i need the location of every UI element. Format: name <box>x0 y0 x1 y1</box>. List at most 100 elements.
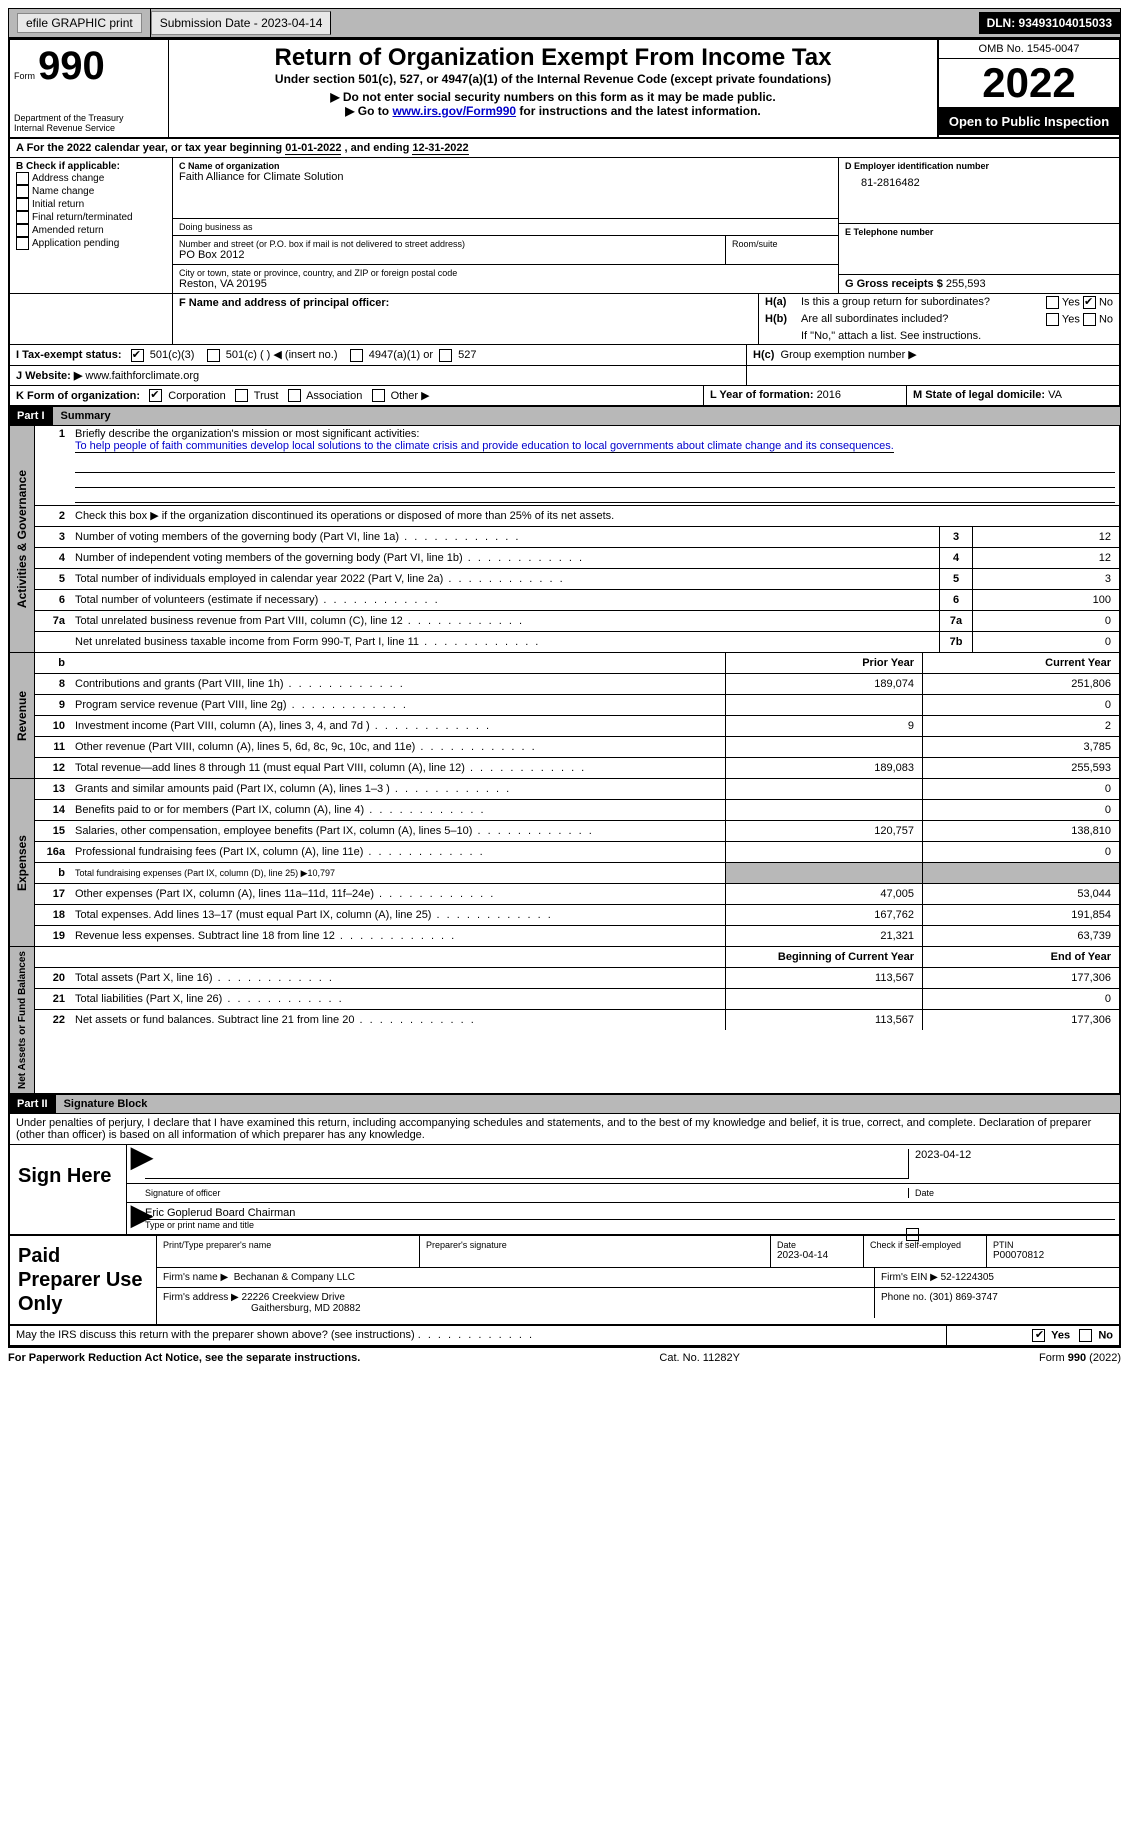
checkbox-address-change[interactable] <box>16 172 29 185</box>
sign-section: Sign Here ▶ 2023-04-12 Signature of offi… <box>8 1145 1121 1236</box>
form-label: Form <box>14 71 35 81</box>
form-header: Form 990 Department of the Treasury Inte… <box>8 38 1121 139</box>
summary-line: bTotal fundraising expenses (Part IX, co… <box>35 863 1119 884</box>
discuss-label: May the IRS discuss this return with the… <box>16 1329 415 1341</box>
discuss-row: May the IRS discuss this return with the… <box>8 1326 1121 1346</box>
officer-label: F Name and address of principal officer: <box>179 297 389 309</box>
box-b: B Check if applicable: Address change Na… <box>10 158 173 293</box>
checkbox-ha-yes[interactable] <box>1046 296 1059 309</box>
prep-name-label: Print/Type preparer's name <box>163 1240 413 1250</box>
end-year-header: End of Year <box>922 947 1119 967</box>
prior-year-header: Prior Year <box>725 653 922 673</box>
sig-officer-label: Signature of officer <box>145 1188 908 1198</box>
checkbox-4947[interactable] <box>350 349 363 362</box>
no-label-2: No <box>1099 313 1113 325</box>
checkbox-amended[interactable] <box>16 224 29 237</box>
checkbox-501c3[interactable] <box>131 349 144 362</box>
firm-addr1: 22226 Creekview Drive <box>242 1292 345 1303</box>
gross-receipts-label: G Gross receipts $ <box>845 278 946 290</box>
period-begin: 01-01-2022 <box>285 142 341 155</box>
netassets-section: Net Assets or Fund Balances Beginning of… <box>8 947 1121 1094</box>
opt-4947: 4947(a)(1) or <box>369 349 433 361</box>
hb-label: Are all subordinates included? <box>801 313 1046 326</box>
checkbox-501c[interactable] <box>207 349 220 362</box>
preparer-label: Paid Preparer Use Only <box>10 1236 157 1324</box>
hc-label: Group exemption number ▶ <box>781 349 917 361</box>
efile-print-button[interactable]: efile GRAPHIC print <box>17 13 142 33</box>
revenue-label: Revenue <box>13 687 31 745</box>
no-label-3: No <box>1098 1330 1113 1342</box>
opt-initial-return: Initial return <box>32 199 84 210</box>
preparer-section: Paid Preparer Use Only Print/Type prepar… <box>8 1236 1121 1326</box>
note-ssn: ▶ Do not enter social security numbers o… <box>173 90 933 104</box>
form-number: 990 <box>38 44 105 88</box>
checkbox-hb-no[interactable] <box>1083 313 1096 326</box>
instructions-link[interactable]: www.irs.gov/Form990 <box>392 104 516 118</box>
checkbox-corp[interactable] <box>149 389 162 402</box>
klm-row: K Form of organization: Corporation Trus… <box>8 386 1121 407</box>
self-employed-label: Check if self-employed <box>870 1240 980 1250</box>
part1-num: Part I <box>9 407 53 425</box>
opt-pending: Application pending <box>32 238 119 249</box>
box-deg: D Employer identification number 81-2816… <box>839 158 1119 293</box>
expenses-section: Expenses 13Grants and similar amounts pa… <box>8 779 1121 947</box>
checkbox-name-change[interactable] <box>16 185 29 198</box>
checkbox-final-return[interactable] <box>16 211 29 224</box>
checkbox-trust[interactable] <box>235 389 248 402</box>
note-goto-post: for instructions and the latest informat… <box>516 104 761 118</box>
period-mid: , and ending <box>345 142 413 154</box>
checkbox-hb-yes[interactable] <box>1046 313 1059 326</box>
checkbox-discuss-yes[interactable] <box>1032 1329 1045 1342</box>
summary-line: 7aTotal unrelated business revenue from … <box>35 611 1119 632</box>
tax-year: 2022 <box>939 59 1119 108</box>
no-label: No <box>1099 296 1113 308</box>
dba-label: Doing business as <box>179 222 832 232</box>
firm-phone: (301) 869-3747 <box>929 1292 997 1303</box>
checkbox-other[interactable] <box>372 389 385 402</box>
prep-date-label: Date <box>777 1240 857 1250</box>
checkbox-ha-no[interactable] <box>1083 296 1096 309</box>
firm-ein-label: Firm's EIN ▶ <box>881 1272 938 1283</box>
domicile-label: M State of legal domicile: <box>913 389 1048 401</box>
begin-year-header: Beginning of Current Year <box>725 947 922 967</box>
part2-header: Part II Signature Block <box>8 1094 1121 1114</box>
mission-label: Briefly describe the organization's miss… <box>75 428 419 440</box>
officer-name-label: Type or print name and title <box>145 1220 1115 1230</box>
checkbox-assoc[interactable] <box>288 389 301 402</box>
submission-date: Submission Date - 2023-04-14 <box>151 11 332 35</box>
part1-header: Part I Summary <box>8 406 1121 426</box>
firm-name-label: Firm's name ▶ <box>163 1272 228 1283</box>
checkbox-self-employed[interactable] <box>906 1228 919 1241</box>
checkbox-initial-return[interactable] <box>16 198 29 211</box>
checkbox-527[interactable] <box>439 349 452 362</box>
box-b-title: B Check if applicable: <box>16 161 166 172</box>
top-bar: efile GRAPHIC print Submission Date - 20… <box>8 8 1121 38</box>
form-title: Return of Organization Exempt From Incom… <box>173 44 933 72</box>
irs-label: Internal Revenue Service <box>14 123 164 133</box>
part2-title: Signature Block <box>56 1095 156 1113</box>
summary-line: 20Total assets (Part X, line 16)113,5671… <box>35 968 1119 989</box>
opt-corp: Corporation <box>168 390 225 402</box>
opt-other: Other ▶ <box>391 390 430 402</box>
penalties-text: Under penalties of perjury, I declare th… <box>8 1114 1121 1145</box>
part2-num: Part II <box>9 1095 56 1113</box>
sign-here-label: Sign Here <box>10 1145 127 1234</box>
opt-501c3: 501(c)(3) <box>150 349 195 361</box>
opt-trust: Trust <box>254 390 279 402</box>
summary-line: 3Number of voting members of the governi… <box>35 527 1119 548</box>
ha-label: Is this a group return for subordinates? <box>801 296 1046 309</box>
opt-assoc: Association <box>306 390 362 402</box>
summary-line: 16aProfessional fundraising fees (Part I… <box>35 842 1119 863</box>
checkbox-discuss-no[interactable] <box>1079 1329 1092 1342</box>
yes-label: Yes <box>1062 296 1080 308</box>
ptin-value: P00070812 <box>993 1250 1113 1261</box>
tax-status-label: I Tax-exempt status: <box>16 349 122 361</box>
mission-text: To help people of faith communities deve… <box>75 440 894 453</box>
omb-number: OMB No. 1545-0047 <box>939 40 1119 59</box>
yes-label-3: Yes <box>1051 1330 1070 1342</box>
gross-receipts-value: 255,593 <box>946 278 986 290</box>
phone-label: E Telephone number <box>845 227 1113 237</box>
year-formation-label: L Year of formation: <box>710 389 817 401</box>
checkbox-pending[interactable] <box>16 237 29 250</box>
dln: DLN: 93493104015033 <box>979 12 1120 34</box>
